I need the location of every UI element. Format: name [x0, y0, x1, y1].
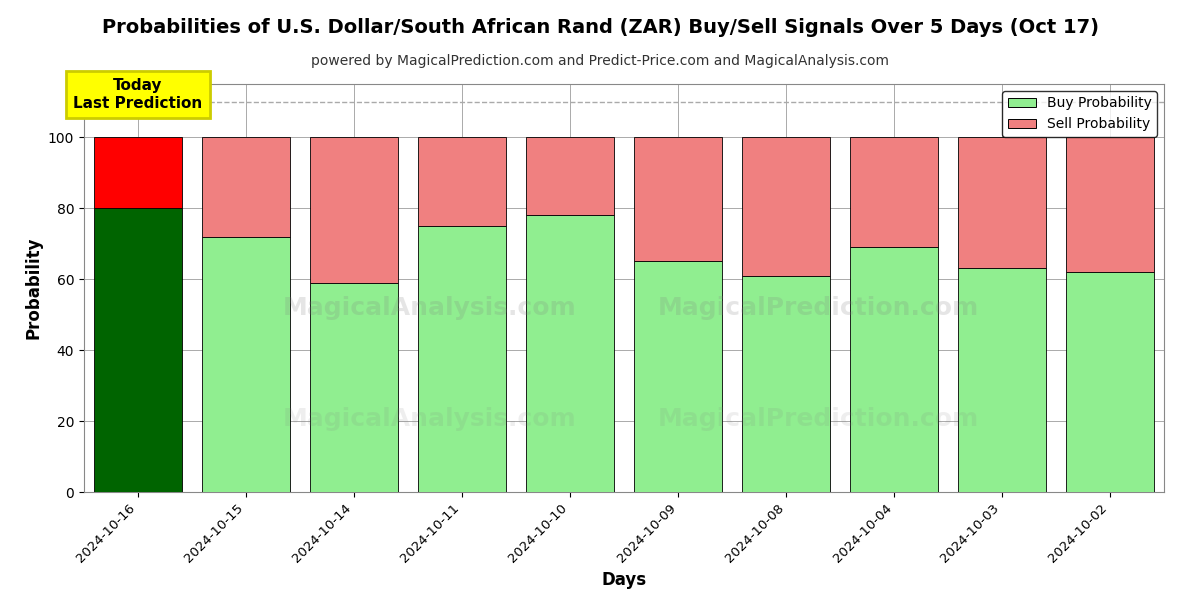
Bar	[958, 268, 1046, 492]
Bar	[850, 137, 938, 247]
Legend: Buy Probability, Sell Probability: Buy Probability, Sell Probability	[1002, 91, 1157, 137]
Bar	[310, 283, 398, 492]
Text: MagicalPrediction.com: MagicalPrediction.com	[658, 296, 979, 320]
Bar	[526, 137, 614, 215]
Text: MagicalAnalysis.com: MagicalAnalysis.com	[283, 407, 576, 431]
Y-axis label: Probability: Probability	[24, 237, 42, 339]
Bar	[310, 137, 398, 283]
Bar	[418, 137, 506, 226]
Bar	[634, 137, 722, 262]
X-axis label: Days: Days	[601, 571, 647, 589]
Bar	[418, 226, 506, 492]
Bar	[958, 137, 1046, 268]
Text: MagicalPrediction.com: MagicalPrediction.com	[658, 407, 979, 431]
Bar	[94, 208, 182, 492]
Bar	[1066, 272, 1154, 492]
Bar	[742, 137, 830, 275]
Bar	[202, 137, 290, 236]
Bar	[202, 236, 290, 492]
Text: powered by MagicalPrediction.com and Predict-Price.com and MagicalAnalysis.com: powered by MagicalPrediction.com and Pre…	[311, 54, 889, 68]
Bar	[94, 137, 182, 208]
Text: Probabilities of U.S. Dollar/South African Rand (ZAR) Buy/Sell Signals Over 5 Da: Probabilities of U.S. Dollar/South Afric…	[102, 18, 1098, 37]
Bar	[742, 275, 830, 492]
Text: Today
Last Prediction: Today Last Prediction	[73, 79, 203, 111]
Bar	[850, 247, 938, 492]
Text: MagicalAnalysis.com: MagicalAnalysis.com	[283, 296, 576, 320]
Bar	[1066, 137, 1154, 272]
Bar	[526, 215, 614, 492]
Bar	[634, 262, 722, 492]
